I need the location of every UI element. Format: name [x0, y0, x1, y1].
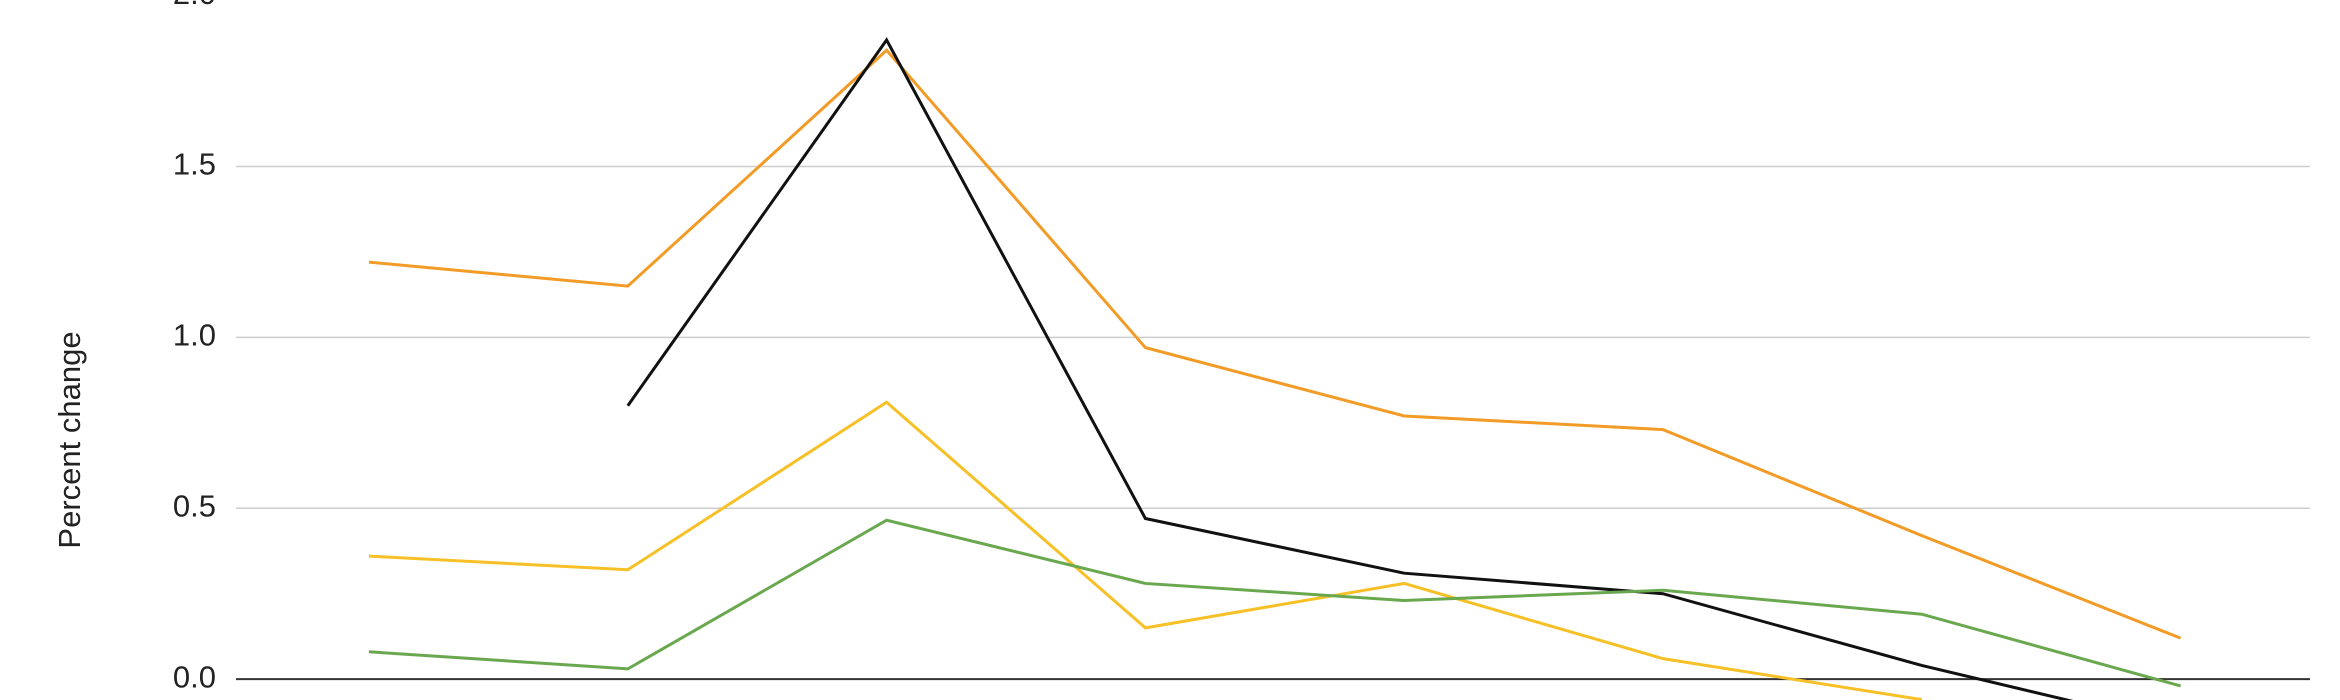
y-tick-label: 1.5 — [173, 147, 216, 182]
y-tick-label: 0.0 — [173, 659, 216, 694]
series-line — [368, 48, 2182, 640]
y-axis-label: Percent change — [52, 331, 87, 548]
y-tick-label: 1.0 — [173, 318, 216, 353]
series-line — [368, 400, 1923, 700]
series-line — [368, 518, 2182, 688]
y-tick-label: 2.0 — [173, 0, 216, 11]
y-tick-label: 0.5 — [173, 488, 216, 523]
series-line — [626, 37, 2074, 700]
